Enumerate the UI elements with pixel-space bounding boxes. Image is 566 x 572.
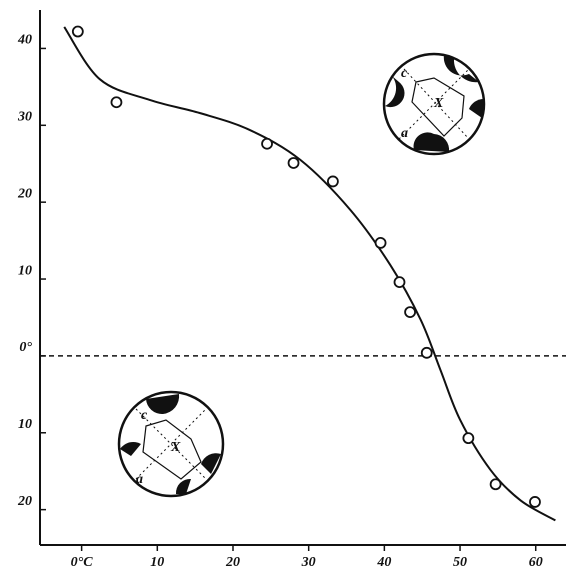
x-tick-label: 60: [529, 555, 543, 570]
data-point: [404, 306, 416, 318]
inset-label: a: [401, 126, 408, 141]
y-tick-label: 20: [17, 186, 32, 201]
inset-axis: [135, 408, 207, 480]
inset-shape: [120, 441, 141, 456]
data-point: [489, 478, 502, 491]
y-tick-label: 10: [18, 417, 32, 432]
inset-label: a: [136, 472, 143, 487]
data-point: [287, 157, 300, 169]
inset-crystal: [142, 419, 202, 480]
x-tick-label: 0°C: [71, 555, 94, 570]
inset-shape: [385, 76, 405, 108]
inset-label: X: [170, 440, 181, 455]
inset-circle: [382, 52, 486, 156]
y-tick-label: 40: [17, 33, 32, 48]
x-tick-label: 40: [376, 555, 391, 570]
inset-shape: [413, 132, 450, 152]
x-tick-label: 10: [150, 555, 164, 570]
data-point: [326, 175, 339, 188]
y-tick-label: 0°: [19, 340, 32, 355]
data-point: [462, 432, 475, 445]
inset-label: c: [401, 66, 408, 81]
inset-label: X: [433, 96, 444, 111]
fit-curve: [63, 26, 556, 522]
data-point: [374, 237, 387, 249]
x-tick-label: 30: [301, 555, 316, 570]
inset-shape: [146, 394, 180, 415]
inset-shape: [469, 98, 484, 118]
inset-shape: [175, 478, 191, 494]
inset-shape: [443, 55, 479, 83]
y-tick-label: 20: [17, 494, 32, 509]
inset-axis: [135, 408, 207, 480]
inset-shape: [201, 453, 221, 474]
inset-top: c a X: [382, 52, 486, 156]
y-tick-label: 10: [18, 263, 32, 278]
data-point: [420, 346, 433, 359]
inset-label: c: [141, 408, 148, 423]
data-point: [261, 137, 273, 150]
data-point: [529, 496, 541, 508]
data-point: [71, 25, 84, 38]
x-tick-label: 20: [225, 555, 240, 570]
inset-axis: [403, 68, 470, 140]
inset-axis: [398, 68, 470, 140]
y-tick-label: 30: [17, 110, 32, 125]
data-point: [110, 96, 123, 109]
inset-crystal: [411, 77, 465, 137]
inset-bottom: c a X: [117, 390, 225, 498]
x-tick-label: 50: [453, 555, 467, 570]
data-point: [393, 276, 406, 289]
